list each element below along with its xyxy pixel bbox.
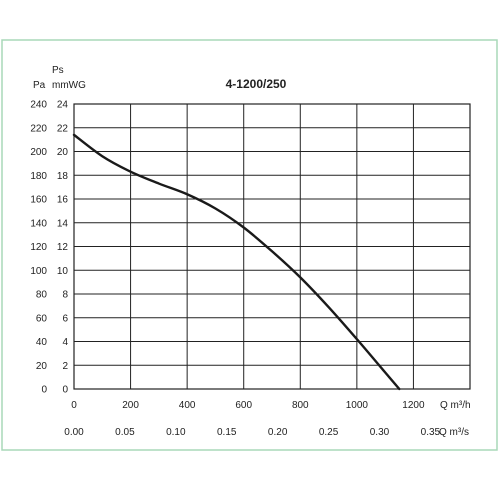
- y-tick-label-mmwg: 24: [57, 100, 69, 111]
- y-label-mmwg: mmWG: [52, 80, 86, 91]
- y-tick-label-mmwg: 16: [57, 195, 69, 206]
- y-tick-label-pa: 180: [30, 171, 47, 182]
- series-line: [72, 133, 401, 391]
- y-tick-label-pa: 140: [30, 218, 47, 229]
- y-tick-label-mmwg: 4: [62, 337, 68, 348]
- y-tick-label-mmwg: 2: [62, 361, 68, 372]
- y-label-ps: Ps: [52, 65, 64, 76]
- x-label-m3s: Q m³/s: [439, 427, 469, 438]
- y-ticks-pa: 0 20 40 60 80 100 120 140 160 180 200 220 240: [30, 100, 47, 396]
- x-tick-label-m3s: 0.00: [64, 427, 84, 438]
- y-tick-label-mmwg: 14: [57, 218, 69, 229]
- x-tick-label-m3h: 600: [235, 400, 252, 411]
- y-tick-label-mmwg: 22: [57, 123, 69, 134]
- x-tick-label-m3h: 400: [179, 400, 196, 411]
- y-tick-label-pa: 200: [30, 147, 47, 158]
- y-tick-label-pa: 20: [36, 361, 48, 372]
- y-tick-label-pa: 160: [30, 195, 47, 206]
- y-tick-label-mmwg: 20: [57, 147, 69, 158]
- y-tick-label-pa: 240: [30, 100, 47, 111]
- x-label-m3h: Q m³/h: [440, 400, 471, 411]
- x-tick-label-m3s: 0.15: [217, 427, 237, 438]
- x-tick-label-m3h: 1000: [346, 400, 369, 411]
- outer-border: [1, 39, 498, 451]
- x-tick-label-m3s: 0.05: [115, 427, 135, 438]
- y-tick-label-mmwg: 6: [62, 313, 68, 324]
- series-group: [72, 133, 401, 391]
- chart-title: 4-1200/250: [226, 77, 287, 91]
- y-tick-label-pa: 220: [30, 123, 47, 134]
- y-tick-label-mmwg: 10: [57, 266, 69, 277]
- y-tick-label-mmwg: 12: [57, 242, 69, 253]
- y-tick-label-mmwg: 18: [57, 171, 69, 182]
- x-tick-label-m3s: 0.20: [268, 427, 288, 438]
- y-tick-label-pa: 0: [41, 385, 47, 396]
- y-label-pa: Pa: [33, 80, 46, 91]
- y-tick-label-mmwg: 8: [62, 290, 68, 301]
- x-tick-label-m3s: 0.35: [421, 427, 441, 438]
- plot-area: [73, 103, 471, 390]
- x-tick-label-m3s: 0.30: [370, 427, 390, 438]
- x-tick-label-m3h: 800: [292, 400, 309, 411]
- x-tick-label-m3s: 0.10: [166, 427, 186, 438]
- y-tick-label-pa: 80: [36, 290, 48, 301]
- y-tick-label-pa: 40: [36, 337, 48, 348]
- x-ticks-m3s: 0.00 0.05 0.10 0.15 0.20 0.25 0.30 0.35: [64, 427, 440, 438]
- x-tick-label-m3h: 1200: [402, 400, 425, 411]
- x-tick-label-m3h: 200: [122, 400, 139, 411]
- y-tick-label-pa: 100: [30, 266, 47, 277]
- y-tick-label-pa: 60: [36, 313, 48, 324]
- y-tick-label-mmwg: 0: [62, 385, 68, 396]
- x-tick-label-m3h: 0: [71, 400, 77, 411]
- x-ticks-m3h: 0 200 400 600 800 1000 1200: [71, 400, 425, 411]
- y-tick-label-pa: 120: [30, 242, 47, 253]
- x-tick-label-m3s: 0.25: [319, 427, 339, 438]
